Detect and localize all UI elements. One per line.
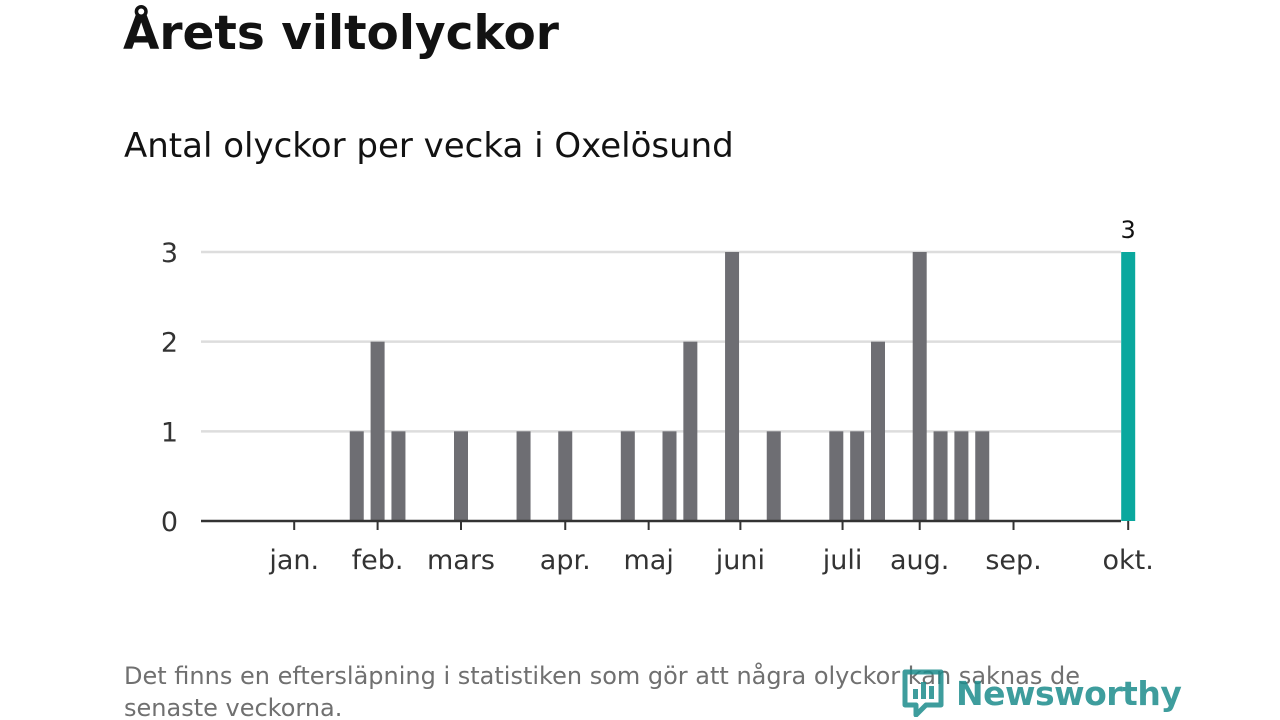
footnote: Det finns en eftersläpning i statistiken… (124, 662, 1080, 720)
bar-week-36 (975, 431, 990, 521)
y-tick-label-1: 1 (161, 417, 178, 448)
x-tick-label-juni: juni (715, 545, 765, 576)
x-tick-label-okt.: okt. (1103, 545, 1154, 576)
bar-week-19 (620, 431, 635, 521)
bars (349, 252, 1136, 521)
y-tick-label-2: 2 (161, 328, 178, 359)
x-tick-label-sep.: sep. (985, 545, 1041, 576)
x-tick-label-mars: mars (427, 545, 495, 576)
x-tick-label-apr.: apr. (540, 545, 591, 576)
x-tick-label-juli: juli (822, 545, 863, 576)
bar-week-21 (662, 431, 677, 521)
page-title: Årets viltolyckor (123, 6, 559, 61)
x-tick-label-maj: maj (623, 545, 673, 576)
bar-week-16 (558, 431, 573, 521)
x-tick-label-aug.: aug. (890, 545, 949, 576)
bar-week-14 (516, 431, 531, 521)
x-axis (201, 519, 1130, 530)
bar-week-29 (829, 431, 844, 521)
bar-week-8 (391, 431, 406, 521)
x-tick-label-feb.: feb. (352, 545, 404, 576)
bar-week-33 (912, 252, 927, 521)
labels: 0 1 2 3 3 jan. feb. mars apr. maj juni juli aug. sep.… (161, 216, 1154, 576)
y-tick-label-0: 0 (161, 507, 178, 538)
chart-subtitle: Antal olyckor per vecka i Oxelösund (124, 126, 734, 166)
gridlines (201, 250, 1121, 433)
bar-week-7 (370, 341, 385, 521)
newsworthy-logo-icon (902, 669, 944, 717)
y-tick-label-3: 3 (161, 238, 178, 269)
bar-week-43 (1121, 252, 1136, 521)
brand-logo[interactable]: Newsworthy (902, 668, 1182, 718)
bar-week-11 (454, 431, 468, 521)
bar-week-30 (850, 431, 865, 521)
bar-week-22 (683, 341, 698, 521)
bar-week-6 (349, 431, 364, 521)
bar-week-31 (871, 341, 885, 521)
bar-week-26 (766, 431, 781, 521)
bar-week-24 (725, 252, 740, 521)
brand-name: Newsworthy (956, 673, 1182, 713)
x-tick-label-jan.: jan. (268, 545, 319, 576)
bar-week-34 (933, 431, 948, 521)
bar-week-35 (954, 431, 969, 521)
highlight-data-label: 3 (1121, 216, 1136, 244)
